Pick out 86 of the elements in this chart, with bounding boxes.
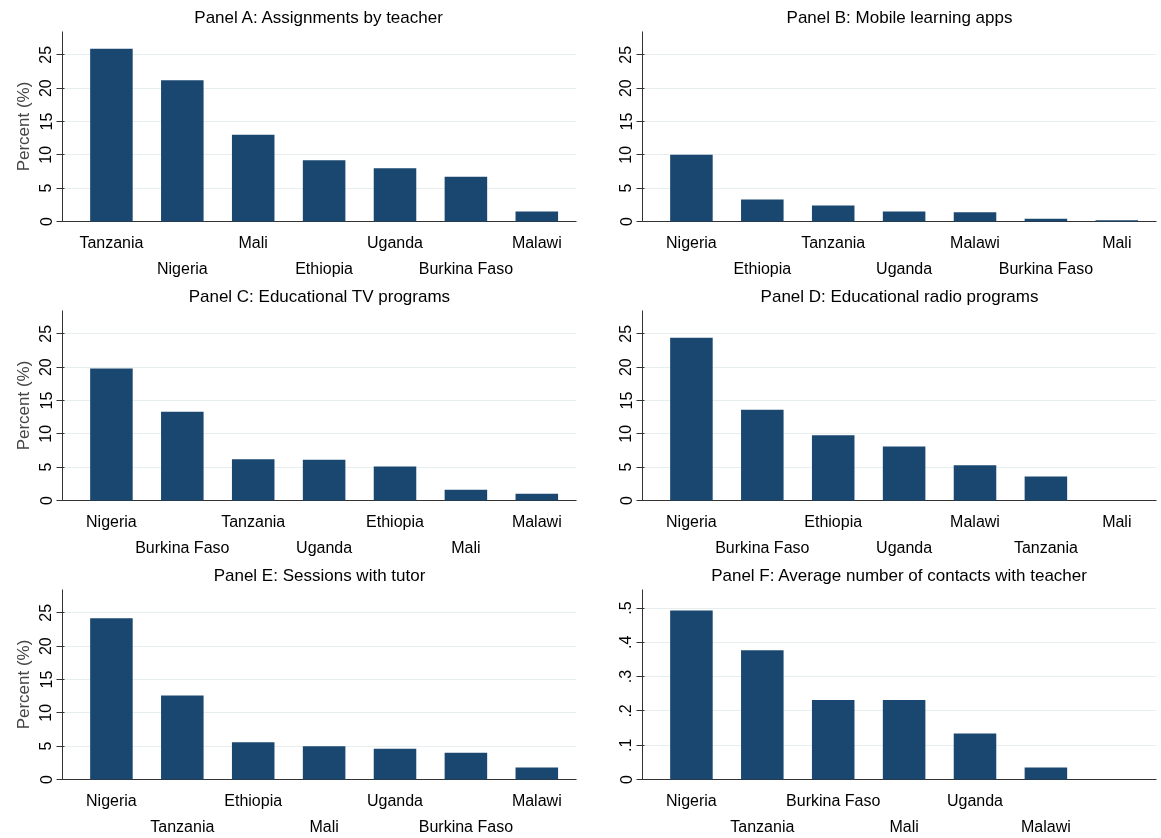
x-tick-label: Burkina Faso [715, 538, 810, 556]
x-tick-label: Mali [309, 817, 339, 835]
y-tick-label: 5 [617, 462, 635, 472]
y-tick-label: 20 [37, 637, 55, 656]
y-tick-label: .2 [617, 704, 635, 718]
x-tick-label: Tanzania [79, 233, 144, 251]
x-tick-label: Malawi [511, 791, 562, 809]
y-axis-title: Percent (%) [13, 639, 33, 730]
x-tick-label: Burkina Faso [418, 259, 514, 277]
x-tick-label: Nigeria [156, 259, 208, 277]
x-tick-label: Burkina Faso [998, 259, 1094, 277]
y-tick-label: .4 [617, 635, 635, 649]
x-tick-label: Malawi [950, 512, 1000, 530]
x-tick-label: Nigeria [666, 233, 717, 251]
y-tick-label: 0 [617, 495, 635, 505]
x-tick-label: Uganda [366, 233, 424, 251]
x-tick-label: Mali [238, 233, 268, 251]
x-tick-label: Uganda [876, 538, 933, 556]
x-tick-label: Nigeria [86, 791, 137, 809]
x-tick-label: Mali [1102, 233, 1132, 251]
x-tick-label: Burkina Faso [135, 538, 230, 556]
y-tick-label: 0 [37, 774, 55, 784]
chart-title: Panel A: Assignments by teacher [194, 7, 444, 27]
y-tick-label: 10 [37, 424, 55, 443]
x-tick-label: Burkina Faso [418, 817, 514, 835]
y-tick-label: 5 [37, 741, 55, 751]
y-tick-label: .3 [617, 669, 635, 684]
y-tick-label: 15 [37, 391, 55, 410]
y-tick-label: 25 [37, 324, 55, 343]
x-tick-label: Uganda [366, 791, 424, 809]
x-tick-label: Mali [451, 538, 481, 556]
chart-title: Panel B: Mobile learning apps [786, 7, 1013, 27]
y-tick-label: 25 [617, 324, 635, 343]
chart-title: Panel F: Average number of contacts with teacher [711, 565, 1088, 585]
x-tick-label: Tanzania [221, 512, 286, 530]
x-tick-label: Mali [889, 817, 919, 835]
y-tick-label: 20 [617, 79, 635, 98]
x-tick-label: Tanzania [150, 817, 215, 835]
y-tick-label: 25 [617, 45, 635, 64]
y-tick-label: 20 [37, 358, 55, 377]
y-tick-label: 5 [37, 462, 55, 472]
x-tick-label: Tanzania [1013, 538, 1079, 556]
y-tick-label: 15 [37, 670, 55, 689]
x-tick-label: Nigeria [666, 791, 717, 809]
y-tick-label: 25 [37, 45, 55, 64]
y-tick-label: 5 [37, 183, 55, 193]
y-axis-title: Percent (%) [13, 81, 33, 172]
y-tick-label: 10 [37, 145, 55, 164]
y-tick-label: 15 [37, 112, 55, 131]
y-tick-label: 0 [617, 774, 635, 784]
y-tick-label: 0 [617, 216, 635, 226]
y-tick-label: 15 [617, 391, 635, 410]
y-tick-label: .1 [617, 738, 635, 752]
x-tick-label: Malawi [511, 512, 562, 530]
y-tick-label: .5 [617, 601, 635, 615]
y-tick-label: 25 [37, 603, 55, 622]
x-tick-label: Malawi [950, 233, 1000, 251]
x-tick-label: Uganda [946, 791, 1004, 809]
x-tick-label: Malawi [511, 233, 562, 251]
y-axis-title: Percent (%) [13, 360, 33, 451]
x-tick-label: Ethiopia [224, 791, 283, 809]
chart-title: Panel D: Educational radio programs [760, 286, 1039, 306]
y-tick-label: 20 [617, 358, 635, 377]
x-tick-label: Uganda [296, 538, 353, 556]
x-tick-label: Tanzania [730, 817, 795, 835]
y-tick-label: 15 [617, 112, 635, 131]
x-tick-label: Malawi [1021, 817, 1071, 835]
x-tick-label: Ethiopia [804, 512, 863, 530]
chart-title: Panel C: Educational TV programs [188, 286, 451, 306]
x-tick-label: Ethiopia [733, 259, 792, 277]
x-tick-label: Burkina Faso [786, 791, 881, 809]
x-tick-label: Ethiopia [295, 259, 354, 277]
y-tick-label: 10 [617, 145, 635, 164]
x-tick-label: Tanzania [801, 233, 866, 251]
x-tick-label: Uganda [876, 259, 933, 277]
y-tick-label: 10 [37, 703, 55, 722]
x-tick-label: Mali [1102, 512, 1132, 530]
x-tick-label: Nigeria [666, 512, 717, 530]
y-tick-label: 20 [37, 79, 55, 98]
chart-title: Panel E: Sessions with tutor [213, 565, 426, 585]
y-tick-label: 0 [37, 216, 55, 226]
y-tick-label: 10 [617, 424, 635, 443]
x-tick-label: Nigeria [86, 512, 137, 530]
y-tick-label: 5 [617, 183, 635, 193]
x-tick-label: Ethiopia [366, 512, 425, 530]
y-tick-label: 0 [37, 495, 55, 505]
